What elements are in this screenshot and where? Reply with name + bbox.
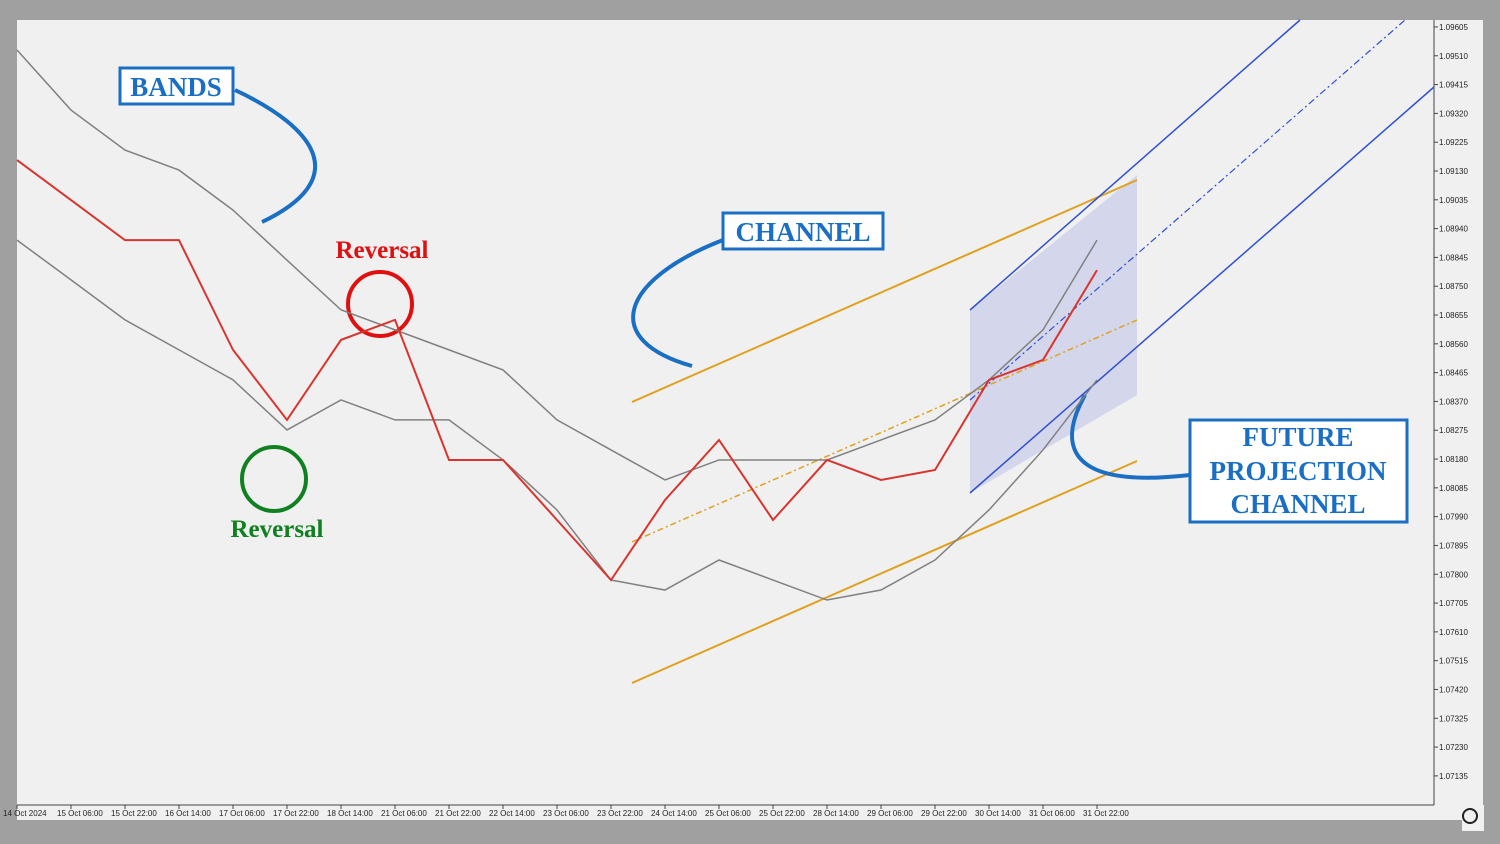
x-tick-label: 28 Oct 14:00: [813, 809, 859, 818]
callout-box: [1188, 418, 1409, 524]
channel-line: [631, 179, 1138, 403]
y-tick-label: 1.07135: [1439, 772, 1468, 781]
x-tick-label: 21 Oct 22:00: [435, 809, 481, 818]
x-tick-label: 14 Oct 2024: [3, 809, 47, 818]
y-tick-label: 1.08085: [1439, 484, 1468, 493]
x-tick-label: 22 Oct 14:00: [489, 809, 535, 818]
y-tick-label: 1.09320: [1439, 109, 1468, 118]
x-tick-label: 25 Oct 06:00: [705, 809, 751, 818]
callout-box: [118, 66, 235, 106]
zoom-icon[interactable]: [1462, 805, 1484, 831]
channel-line: [631, 460, 1138, 684]
y-tick-label: 1.07420: [1439, 685, 1468, 694]
x-tick-label: 17 Oct 06:00: [219, 809, 265, 818]
y-tick-label: 1.07610: [1439, 628, 1468, 637]
lower-band: [16, 239, 1098, 601]
x-tick-label: 25 Oct 22:00: [759, 809, 805, 818]
arrow: [631, 238, 724, 368]
y-tick-label: 1.09225: [1439, 138, 1468, 147]
time-axis: [17, 805, 1434, 820]
callout: PROJECTION: [1209, 456, 1387, 486]
projection-area: [970, 175, 1137, 493]
price-line: [16, 159, 1098, 582]
y-tick-label: 1.07705: [1439, 599, 1468, 608]
x-tick-label: 18 Oct 14:00: [327, 809, 373, 818]
x-tick-label: 21 Oct 06:00: [381, 809, 427, 818]
y-tick-label: 1.09415: [1439, 81, 1468, 90]
future-line: [969, 86, 1435, 494]
y-tick-label: 1.08560: [1439, 340, 1468, 349]
x-tick-label: 31 Oct 06:00: [1029, 809, 1075, 818]
y-tick-label: 1.08180: [1439, 455, 1468, 464]
x-tick-label: 15 Oct 22:00: [111, 809, 157, 818]
reversal-label: Reversal: [230, 516, 323, 543]
reversal-label: Reversal: [335, 237, 428, 264]
x-tick-label: 16 Oct 14:00: [165, 809, 211, 818]
y-tick-label: 1.08655: [1439, 311, 1468, 320]
y-tick-label: 1.09035: [1439, 196, 1468, 205]
y-tick-label: 1.09130: [1439, 167, 1468, 176]
callout: CHANNEL: [1230, 489, 1365, 519]
callout-box: [721, 211, 885, 251]
y-tick-label: 1.07515: [1439, 657, 1468, 666]
x-tick-label: 31 Oct 22:00: [1083, 809, 1129, 818]
future-line: [969, 19, 1301, 311]
y-tick-label: 1.07325: [1439, 714, 1468, 723]
y-tick-label: 1.08465: [1439, 369, 1468, 378]
channel-mid: [631, 319, 1138, 543]
callout: BANDS: [130, 72, 222, 102]
y-tick-label: 1.07230: [1439, 743, 1468, 752]
y-tick-label: 1.09605: [1439, 23, 1468, 32]
x-tick-label: 30 Oct 14:00: [975, 809, 1021, 818]
callout: CHANNEL: [735, 217, 870, 247]
reversal-circle: [346, 270, 414, 338]
zoom-icon[interactable]: [1462, 808, 1478, 824]
y-tick-label: 1.07800: [1439, 570, 1468, 579]
y-tick-label: 1.08275: [1439, 426, 1468, 435]
x-tick-label: 29 Oct 06:00: [867, 809, 913, 818]
y-tick-label: 1.08370: [1439, 397, 1468, 406]
x-tick-label: 17 Oct 22:00: [273, 809, 319, 818]
reversal-circle: [240, 445, 308, 513]
price-axis: [1434, 20, 1483, 820]
future-mid: [969, 19, 1406, 401]
y-tick-label: 1.08940: [1439, 225, 1468, 234]
arrow: [234, 88, 318, 224]
x-tick-label: 29 Oct 22:00: [921, 809, 967, 818]
x-tick-label: 23 Oct 22:00: [597, 809, 643, 818]
x-tick-label: 24 Oct 14:00: [651, 809, 697, 818]
y-tick-label: 1.09510: [1439, 52, 1468, 61]
y-tick-label: 1.07990: [1439, 513, 1468, 522]
y-tick-label: 1.08750: [1439, 282, 1468, 291]
arrow: [1070, 394, 1191, 480]
plot-area: [17, 20, 1434, 805]
x-tick-label: 15 Oct 06:00: [57, 809, 103, 818]
callout: FUTURE: [1242, 422, 1353, 452]
upper-band: [16, 49, 1098, 481]
x-tick-label: 23 Oct 06:00: [543, 809, 589, 818]
y-tick-label: 1.08845: [1439, 253, 1468, 262]
y-tick-label: 1.07895: [1439, 541, 1468, 550]
